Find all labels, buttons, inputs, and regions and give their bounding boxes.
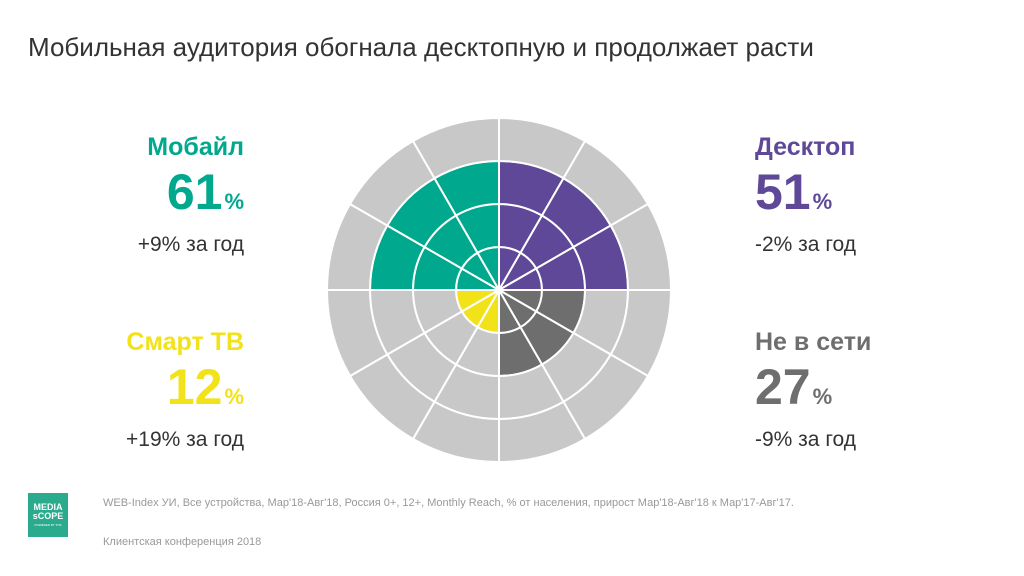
source-note: WEB-Index УИ, Все устройства, Мар'18-Авг… xyxy=(103,497,794,509)
desktop-name: Десктоп xyxy=(755,133,856,161)
mobile-value: 61 xyxy=(166,164,223,220)
smarttv-value-row: 12% xyxy=(4,359,244,425)
desktop-change: -2% за год xyxy=(755,233,856,256)
mobile-unit: % xyxy=(224,189,244,214)
logo-line1: MEDIA xyxy=(33,502,63,512)
offline-block: Не в сети 27% -9% за год xyxy=(755,327,995,453)
logo-line2: sCOPE xyxy=(32,511,64,521)
desktop-value-row: 51% xyxy=(755,164,995,230)
offline-name: Не в сети xyxy=(755,328,872,356)
desktop-value: 51 xyxy=(755,164,811,220)
smarttv-block: Смарт ТВ 12% +19% за год xyxy=(4,327,244,453)
page-title: Мобильная аудитория обогнала десктопную … xyxy=(28,32,814,62)
empty-segment-q3-r3-s2 xyxy=(498,400,587,464)
logo-line3: POWERED BY TNS xyxy=(34,523,62,527)
desktop-unit: % xyxy=(812,189,833,214)
mobile-change: +9% за год xyxy=(137,233,244,256)
smarttv-name: Смарт ТВ xyxy=(126,328,244,356)
smarttv-value: 12 xyxy=(166,359,223,415)
mediascope-logo: MEDIA sCOPE POWERED BY TNS xyxy=(28,493,68,537)
desktop-block: Десктоп 51% -2% за год xyxy=(755,132,995,258)
smarttv-change: +19% за год xyxy=(126,428,244,451)
conference-note: Клиентская конференция 2018 xyxy=(103,536,262,548)
offline-value-row: 27% xyxy=(755,359,995,425)
mobile-name: Мобайл xyxy=(147,133,244,161)
empty-segment-q2-r3-s2 xyxy=(325,289,389,378)
offline-value: 27 xyxy=(755,359,811,415)
offline-change: -9% за год xyxy=(755,428,856,451)
offline-unit: % xyxy=(812,384,833,409)
mobile-value-row: 61% xyxy=(4,164,244,230)
smarttv-unit: % xyxy=(224,384,244,409)
mobile-block: Мобайл 61% +9% за год xyxy=(4,132,244,258)
